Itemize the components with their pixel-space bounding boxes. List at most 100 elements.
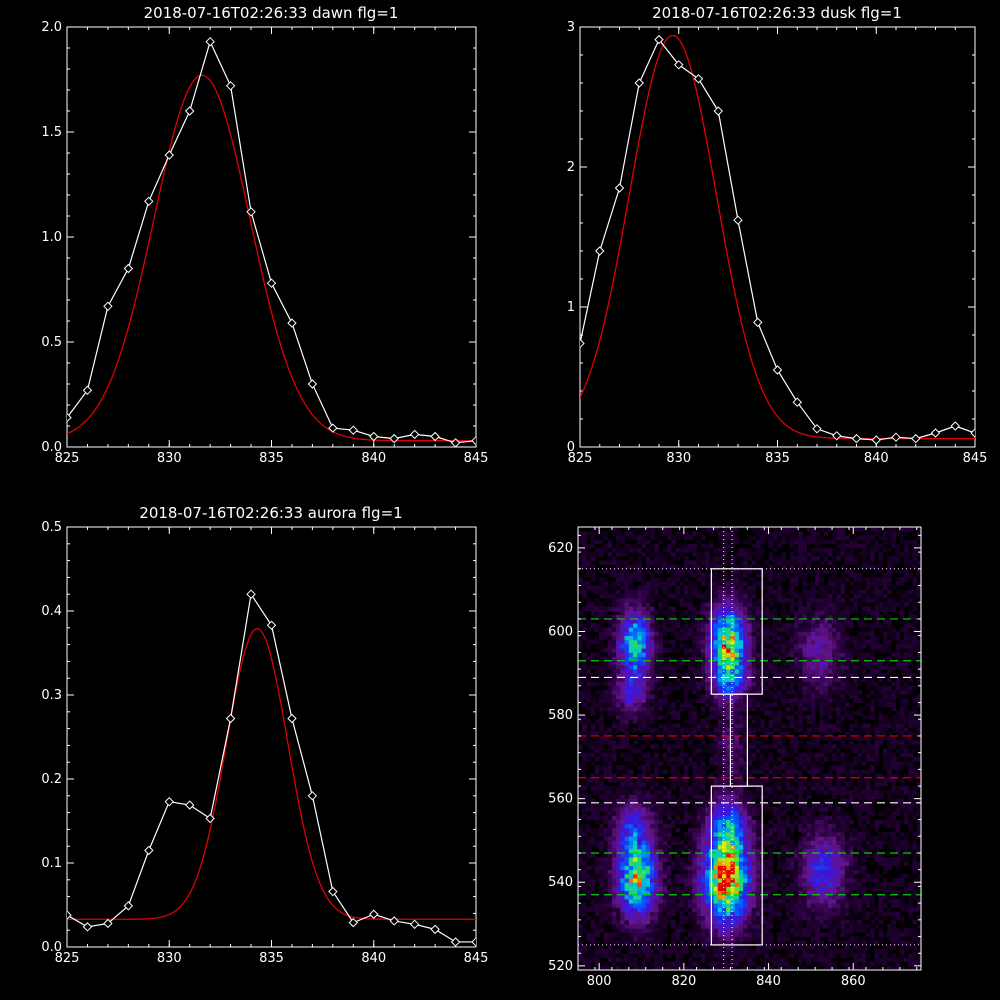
- image-pixel: [683, 786, 689, 791]
- image-pixel: [819, 915, 824, 921]
- image-pixel: [747, 903, 753, 908]
- image-pixel: [679, 781, 685, 787]
- image-pixel: [840, 919, 846, 925]
- image-pixel: [594, 819, 600, 825]
- image-pixel: [747, 886, 753, 891]
- image-pixel: [688, 744, 693, 749]
- image-pixel: [904, 719, 909, 724]
- image-pixel: [726, 924, 731, 929]
- image-pixel: [696, 802, 702, 808]
- image-pixel: [683, 765, 689, 770]
- image-pixel: [734, 752, 740, 758]
- image-pixel: [904, 903, 909, 908]
- image-pixel: [827, 882, 833, 887]
- image-pixel: [772, 710, 778, 716]
- image-pixel: [628, 907, 634, 912]
- image-pixel: [832, 919, 837, 925]
- image-pixel: [692, 827, 697, 833]
- image-pixel: [692, 761, 697, 766]
- image-pixel: [751, 848, 757, 854]
- image-pixel: [793, 719, 799, 724]
- image-pixel: [827, 727, 833, 733]
- image-pixel: [696, 953, 702, 958]
- image-pixel: [743, 819, 748, 825]
- image-pixel: [594, 815, 600, 820]
- image-pixel: [582, 882, 587, 887]
- image-pixel: [645, 857, 651, 862]
- image-pixel: [679, 727, 685, 733]
- image-pixel: [705, 840, 710, 846]
- image-pixel: [870, 677, 875, 683]
- image-pixel: [904, 715, 909, 720]
- image-pixel: [578, 677, 583, 683]
- image-pixel: [586, 857, 592, 862]
- image-pixel: [671, 861, 676, 866]
- image-pixel: [730, 894, 736, 900]
- image-pixel: [662, 698, 668, 703]
- dusk-data-point: [970, 428, 975, 438]
- image-pixel: [594, 811, 600, 816]
- image-pixel: [594, 890, 600, 896]
- image-pixel: [645, 790, 651, 795]
- image-pixel: [793, 848, 799, 854]
- image-pixel: [679, 865, 685, 871]
- image-pixel: [836, 878, 841, 883]
- image-pixel: [692, 882, 697, 887]
- image-pixel: [599, 698, 604, 703]
- dusk-title: 2018-07-16T02:26:33 dusk flg=1: [652, 4, 902, 22]
- image-pixel: [633, 936, 638, 942]
- image-pixel: [760, 752, 765, 758]
- image-pixel: [649, 673, 655, 678]
- image-pixel: [874, 840, 880, 846]
- image-pixel: [832, 873, 837, 879]
- image-pixel: [819, 823, 824, 829]
- image-pixel: [882, 698, 888, 703]
- image-pixel: [637, 819, 642, 825]
- image-pixel: [777, 852, 782, 858]
- image-pixel: [658, 723, 664, 728]
- image-pixel: [662, 915, 668, 921]
- dusk-data-point: [614, 183, 625, 193]
- image-pixel: [849, 790, 854, 795]
- image-pixel: [836, 823, 841, 829]
- image-pixel: [798, 848, 803, 854]
- image-pixel: [582, 689, 587, 695]
- image-pixel: [815, 694, 820, 699]
- image-pixel: [810, 957, 816, 963]
- image-pixel: [700, 827, 706, 833]
- image-pixel: [832, 857, 837, 862]
- image-pixel: [908, 790, 913, 795]
- image-pixel: [624, 740, 630, 745]
- image-pixel: [641, 719, 647, 724]
- image-pixel: [819, 744, 824, 749]
- image-pixel: [844, 848, 850, 854]
- image-pixel: [827, 756, 833, 762]
- image-pixel: [857, 869, 863, 875]
- image-pixel: [666, 852, 672, 858]
- image-pixel: [620, 802, 625, 808]
- image-pixel: [675, 953, 681, 958]
- image-pixel: [798, 919, 803, 925]
- image-pixel: [734, 811, 740, 816]
- image-pixel: [882, 790, 888, 795]
- image-pixel: [671, 907, 676, 912]
- image-pixel: [603, 761, 609, 766]
- image-pixel: [611, 924, 617, 929]
- image-pixel: [654, 890, 659, 896]
- image-pixel: [878, 702, 884, 708]
- image-pixel: [645, 861, 651, 866]
- image-pixel: [865, 940, 871, 946]
- image-pixel: [751, 807, 757, 812]
- image-pixel: [717, 869, 723, 875]
- image-pixel: [819, 786, 824, 791]
- image-pixel: [874, 744, 880, 749]
- image-pixel: [607, 811, 613, 816]
- image-pixel: [878, 777, 884, 783]
- image-pixel: [582, 673, 587, 678]
- image-pixel: [781, 961, 786, 967]
- image-pixel: [582, 911, 587, 917]
- image-pixel: [616, 869, 621, 875]
- image-pixel: [836, 715, 841, 720]
- image-pixel: [637, 706, 642, 712]
- image-pixel: [747, 677, 753, 683]
